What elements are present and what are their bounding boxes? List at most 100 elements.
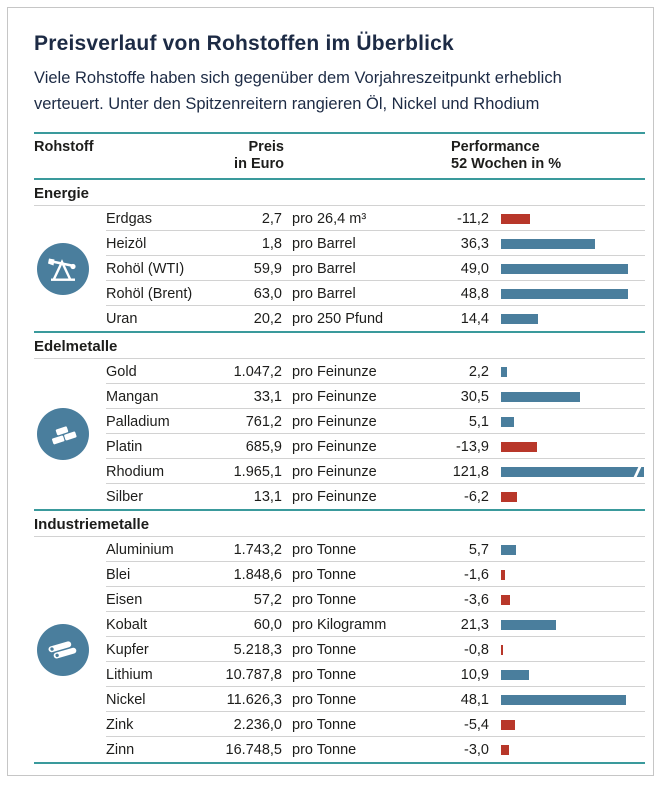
- price-unit: pro Barrel: [292, 235, 356, 252]
- performance-bar-cell: [489, 694, 645, 705]
- performance-value: 48,8: [460, 285, 489, 302]
- price-unit: pro Tonne: [292, 641, 357, 658]
- commodity-name: Rohöl (WTI): [106, 260, 185, 277]
- oil-pump-icon: [48, 258, 76, 281]
- price-unit: pro Feinunze: [292, 363, 377, 380]
- section-title: Edelmetalle: [34, 333, 645, 359]
- section-title: Energie: [34, 180, 645, 206]
- table-row: Rhodium 1.965,1 pro Feinunze 121,8: [34, 459, 645, 484]
- commodity-name: Aluminium: [106, 541, 174, 558]
- performance-value: -3,6: [464, 591, 489, 608]
- table-row: Lithium 10.787,8 pro Tonne 10,9: [34, 662, 645, 687]
- price-value: 63,0: [253, 285, 282, 302]
- commodity-section: Energie Erdgas 2,7 pro 26,4 m³ -11,2 Hei…: [34, 180, 645, 333]
- performance-bar: [501, 466, 644, 477]
- performance-bar: [501, 441, 538, 452]
- table-row: Nickel 11.626,3 pro Tonne 48,1: [34, 687, 645, 712]
- section-icon: [37, 623, 89, 676]
- performance-value: 36,3: [460, 235, 489, 252]
- price-unit: pro Tonne: [292, 716, 357, 733]
- performance-bar: [501, 669, 530, 680]
- table-row: Gold 1.047,2 pro Feinunze 2,2: [34, 359, 645, 384]
- commodity-name: Mangan: [106, 388, 159, 405]
- subtitle: Viele Rohstoffe haben sich gegenüber dem…: [34, 69, 562, 113]
- commodity-name: Lithium: [106, 666, 153, 683]
- performance-value: 48,1: [460, 691, 489, 708]
- infographic: Preisverlauf von Rohstoffen im Überblick…: [34, 8, 645, 764]
- section-rows: Erdgas 2,7 pro 26,4 m³ -11,2 Heizöl 1,8 …: [34, 206, 645, 331]
- commodity-name: Zinn: [106, 741, 135, 758]
- performance-value: -0,8: [464, 641, 489, 658]
- performance-bar: [501, 569, 506, 580]
- table-row: Uran 20,2 pro 250 Pfund 14,4: [34, 306, 645, 331]
- performance-bar: [501, 694, 627, 705]
- col-header-performance-line2: 52 Wochen in %: [451, 156, 562, 172]
- price-unit: pro Feinunze: [292, 388, 377, 405]
- commodity-name: Rhodium: [106, 463, 165, 480]
- commodity-name: Gold: [106, 363, 137, 380]
- performance-bar: [501, 213, 531, 224]
- table-row: Zinn 16.748,5 pro Tonne -3,0: [34, 737, 645, 762]
- performance-value: 21,3: [460, 616, 489, 633]
- price-unit: pro Feinunze: [292, 413, 377, 430]
- performance-bar-cell: [489, 719, 645, 730]
- commodity-name: Blei: [106, 566, 131, 583]
- performance-bar: [501, 238, 596, 249]
- commodity-name: Erdgas: [106, 210, 152, 227]
- price-unit: pro Tonne: [292, 666, 357, 683]
- price-unit: pro Kilogramm: [292, 616, 387, 633]
- commodity-name: Kupfer: [106, 641, 149, 658]
- table-body: Energie Erdgas 2,7 pro 26,4 m³ -11,2 Hei…: [34, 180, 645, 764]
- table-row: Aluminium 1.743,2 pro Tonne 5,7: [34, 537, 645, 562]
- performance-bar: [501, 544, 516, 555]
- section-rows: Gold 1.047,2 pro Feinunze 2,2 Mangan 33,…: [34, 359, 645, 509]
- commodity-name: Rohöl (Brent): [106, 285, 193, 302]
- performance-bar-cell: [489, 238, 645, 249]
- price-value: 20,2: [253, 310, 282, 327]
- performance-bar-cell: [489, 263, 645, 274]
- section-title: Industriemetalle: [34, 511, 645, 537]
- price-value: 1.848,6: [233, 566, 282, 583]
- price-value: 2,7: [261, 210, 282, 227]
- performance-bar: [501, 744, 509, 755]
- commodity-name: Kobalt: [106, 616, 148, 633]
- price-unit: pro Tonne: [292, 591, 357, 608]
- performance-value: 14,4: [460, 310, 489, 327]
- table-row: Eisen 57,2 pro Tonne -3,6: [34, 587, 645, 612]
- performance-value: -5,4: [464, 716, 489, 733]
- performance-bar: [501, 288, 628, 299]
- ingots-icon: [52, 426, 77, 445]
- commodity-name: Palladium: [106, 413, 170, 430]
- performance-bar-cell: [489, 544, 645, 555]
- price-unit: pro Feinunze: [292, 438, 377, 455]
- performance-bar-cell: [489, 466, 645, 477]
- commodity-name: Eisen: [106, 591, 143, 608]
- price-value: 1.743,2: [233, 541, 282, 558]
- price-value: 60,0: [253, 616, 282, 633]
- performance-value: -6,2: [464, 488, 489, 505]
- price-value: 685,9: [245, 438, 282, 455]
- performance-bar: [501, 644, 504, 655]
- commodity-name: Platin: [106, 438, 143, 455]
- price-value: 1.965,1: [233, 463, 282, 480]
- commodity-name: Heizöl: [106, 235, 147, 252]
- price-value: 33,1: [253, 388, 282, 405]
- commodity-name: Zink: [106, 716, 134, 733]
- commodity-section: Edelmetalle Gold 1.047,2 pro Feinunze 2,…: [34, 333, 645, 511]
- price-value: 761,2: [245, 413, 282, 430]
- outer-frame: Preisverlauf von Rohstoffen im Überblick…: [7, 7, 654, 776]
- table-row: Mangan 33,1 pro Feinunze 30,5: [34, 384, 645, 409]
- performance-value: 121,8: [452, 463, 489, 480]
- table-row: Blei 1.848,6 pro Tonne -1,6: [34, 562, 645, 587]
- table-row: Kupfer 5.218,3 pro Tonne -0,8: [34, 637, 645, 662]
- performance-value: 5,1: [468, 413, 489, 430]
- section-icon: [37, 242, 89, 295]
- section-rows: Aluminium 1.743,2 pro Tonne 5,7 Blei 1.8…: [34, 537, 645, 762]
- col-header-performance-line1: Performance: [451, 139, 540, 155]
- performance-value: -1,6: [464, 566, 489, 583]
- price-value: 16.748,5: [225, 741, 282, 758]
- performance-bar-cell: [489, 213, 645, 224]
- price-value: 5.218,3: [233, 641, 282, 658]
- price-value: 13,1: [253, 488, 282, 505]
- performance-bar-cell: [489, 313, 645, 324]
